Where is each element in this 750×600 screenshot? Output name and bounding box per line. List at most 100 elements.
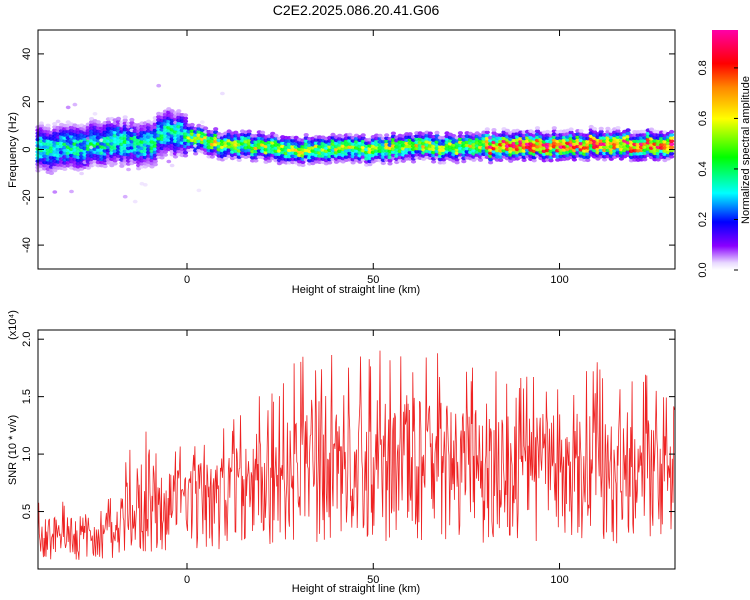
spectrogram-cell xyxy=(410,159,417,164)
colorbar-tick-label: 0.2 xyxy=(697,212,709,227)
spectrogram-cell xyxy=(48,171,55,176)
spectrogram-cell xyxy=(132,199,138,204)
spectrogram-ticks: 0 50 100 -40 -20 0 20 40 xyxy=(21,30,675,286)
spectrogram-cell xyxy=(484,130,490,135)
spectrogram-xtick-label: 50 xyxy=(367,274,379,286)
spectrogram-cell xyxy=(669,139,675,144)
spectrogram-cell xyxy=(568,127,574,132)
spectrogram-ylabel: Frequency (Hz) xyxy=(7,112,19,188)
spectrogram-cell xyxy=(642,157,648,162)
spectrogram-cell xyxy=(477,158,484,162)
spectrogram-cell xyxy=(548,158,554,163)
spectrogram-cell xyxy=(236,158,242,163)
spectrogram-cell xyxy=(454,160,460,165)
spectrogram-cell xyxy=(618,156,625,161)
spectrogram-cell xyxy=(220,91,225,96)
spectrogram-cell xyxy=(55,119,61,124)
spectrogram-cell xyxy=(112,161,118,166)
colorbar-gradient xyxy=(712,30,738,270)
spectrogram-cell xyxy=(182,153,189,158)
spectrogram-cell xyxy=(189,122,195,127)
spectrogram-cell xyxy=(585,158,591,163)
spectrogram-cell xyxy=(246,129,252,134)
spectrogram-cell xyxy=(648,127,655,132)
snr-series-line xyxy=(37,350,675,560)
spectrogram-cell xyxy=(52,168,58,173)
spectrogram-cell xyxy=(122,194,128,199)
spectrogram-cell xyxy=(303,133,309,137)
spectrogram-cell xyxy=(85,166,91,170)
spectrogram-cell xyxy=(65,105,71,110)
spectrogram-cell xyxy=(253,158,259,163)
spectrogram-xlabel: Height of straight line (km) xyxy=(292,284,420,296)
spectrogram-ytick-label: 40 xyxy=(21,48,33,60)
spectrogram-cell xyxy=(350,160,356,165)
spectrogram-cell xyxy=(72,102,78,107)
snr-xtick-label: 0 xyxy=(184,574,190,586)
colorbar-tick-label: 0.6 xyxy=(697,111,709,126)
spectrogram-ytick-label: 0 xyxy=(21,146,33,152)
colorbar-ticks: 0.0 0.2 0.4 0.6 0.8 xyxy=(697,60,738,278)
spectrogram-cell xyxy=(598,129,604,134)
spectrogram-cell xyxy=(615,126,621,130)
colorbar-tick-label: 0.4 xyxy=(697,161,709,176)
spectrogram-cell xyxy=(380,161,386,166)
spectrogram-cell xyxy=(571,157,578,162)
spectrogram-cell xyxy=(669,133,675,137)
spectrogram-cell xyxy=(196,188,202,193)
spectrogram-cell xyxy=(578,129,584,133)
spectrogram-cell xyxy=(169,163,175,168)
spectrogram-cell xyxy=(69,189,74,194)
snr-ylabel: SNR (10 * v/v) xyxy=(7,415,19,485)
spectrogram-cells xyxy=(35,83,675,204)
spectrogram-cell xyxy=(384,133,390,138)
spectrogram-cell xyxy=(669,151,675,156)
spectrogram-ytick-label: -20 xyxy=(21,189,33,205)
spectrogram-cell xyxy=(377,133,383,138)
spectrogram-cell xyxy=(347,132,353,137)
snr-ytick-label: 2.0 xyxy=(21,332,33,347)
spectrogram-cell xyxy=(669,154,675,159)
spectrogram-cell xyxy=(605,126,611,131)
spectrogram-cell xyxy=(126,167,131,172)
spectrogram-cell xyxy=(360,133,366,138)
spectrogram-cell xyxy=(193,151,199,156)
spectrogram-cell xyxy=(491,127,497,132)
spectrogram-cell xyxy=(568,130,574,135)
spectrogram-cell xyxy=(434,130,440,135)
spectrogram-cell xyxy=(521,158,527,163)
spectrogram-panel: 0 50 100 -40 -20 0 20 40 Height of straight lin… xyxy=(7,29,676,296)
spectrogram-cell xyxy=(595,156,601,161)
spectrogram-cell xyxy=(209,154,215,159)
spectrogram-cell xyxy=(327,160,333,165)
spectrogram-cell xyxy=(105,120,111,125)
spectrogram-cell xyxy=(115,116,122,121)
spectrogram-cell xyxy=(387,158,393,163)
spectrogram-cell xyxy=(182,150,189,155)
snr-ytick-label: 1.5 xyxy=(21,389,33,404)
spectrogram-cell xyxy=(162,153,168,157)
spectrogram-cell xyxy=(591,130,598,134)
spectrogram-cell xyxy=(461,159,467,164)
colorbar-label: Normalized spectral amplitude xyxy=(740,76,750,224)
spectrogram-cell xyxy=(273,133,279,138)
snr-ytick-label: 0.5 xyxy=(21,504,33,519)
spectrogram-cell xyxy=(655,157,661,162)
spectrogram-cell xyxy=(122,118,128,123)
spectrogram-cell xyxy=(233,130,239,135)
spectrogram-cell xyxy=(182,119,189,124)
spectrogram-cell xyxy=(159,155,165,160)
spectrogram-cell xyxy=(199,120,205,124)
spectrogram-cell xyxy=(441,160,447,165)
spectrogram-ytick-label: -40 xyxy=(21,237,33,253)
colorbar-tick-label: 0.0 xyxy=(697,262,709,277)
spectrogram-cell xyxy=(330,132,336,137)
spectrogram-cell xyxy=(45,123,51,128)
spectrogram-cell xyxy=(300,163,306,168)
spectrogram-cell xyxy=(407,132,413,136)
snr-xtick-label: 100 xyxy=(550,574,568,586)
spectrogram-cell xyxy=(390,131,396,136)
spectrogram-cell xyxy=(669,142,675,147)
spectrogram-cell xyxy=(551,126,557,130)
